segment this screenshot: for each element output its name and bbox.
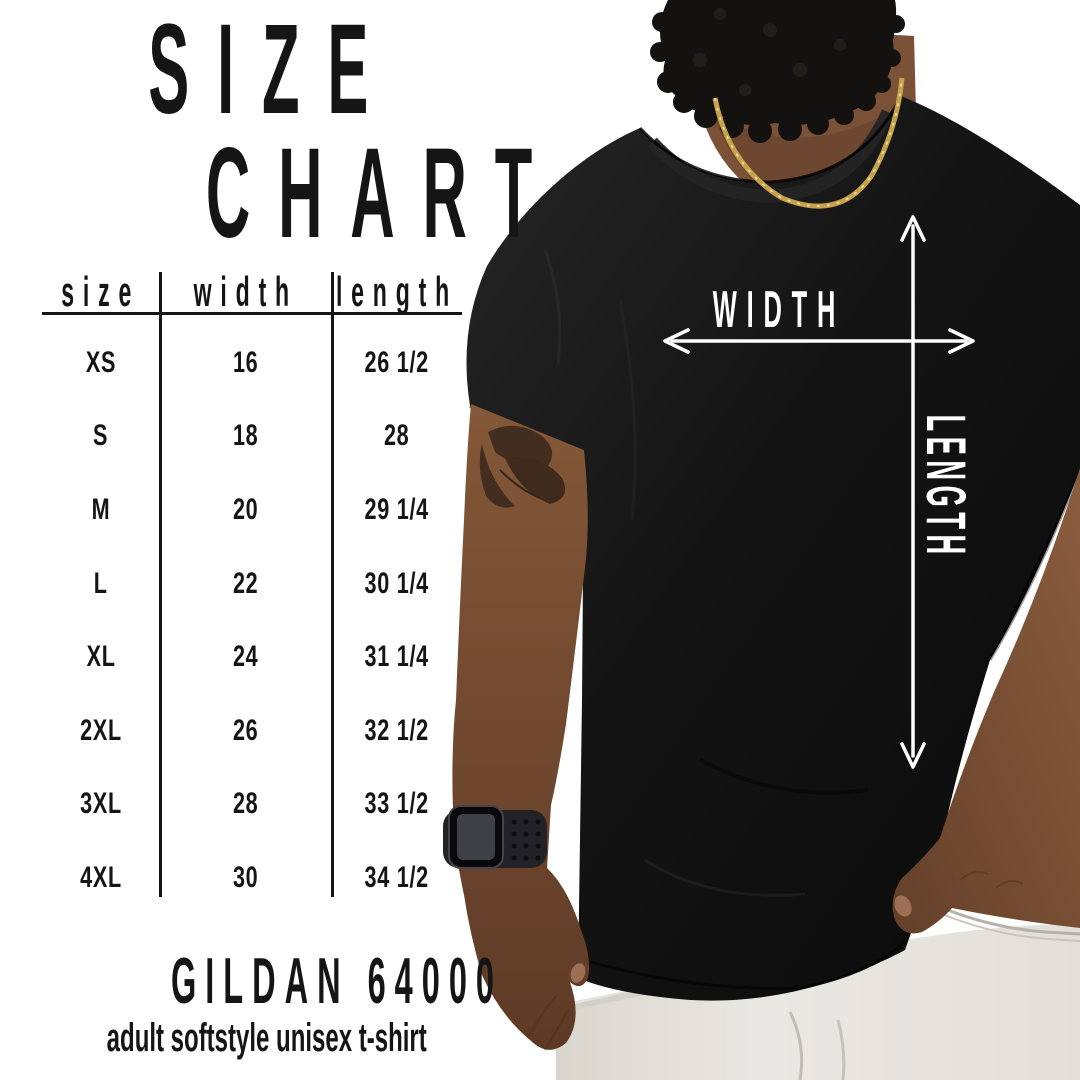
size-table-cell-3xl-length: 33 1/2 (364, 787, 430, 821)
knuckle-crease-1 (959, 871, 989, 881)
length-arrow (900, 215, 926, 769)
arrowhead-right (948, 328, 975, 354)
watch-band-holes (511, 819, 541, 861)
size-table-cell-4xl-size: 4XL (80, 860, 122, 894)
size-table-cell-3xl-size: 3XL (80, 787, 122, 821)
size-table-cell-4xl-length: 34 1/2 (364, 860, 430, 894)
tshirt-fold-1 (618, 299, 637, 521)
page-title: SIZE CHART (14, 0, 532, 258)
right-arm (892, 468, 1080, 934)
size-table-cell-4xl-width: 30 (233, 860, 259, 894)
gold-chain-necklace (712, 77, 905, 209)
width-label: WIDTH (713, 280, 845, 338)
size-table-body: XS 16 26 1/2 S 18 28 M 20 29 1/4 L 22 30 1/4 XL 24 31 … (42, 326, 462, 915)
table-header-underline (42, 312, 462, 315)
width-arrow (663, 328, 975, 354)
tshirt-sleeve-hem-right (988, 469, 1080, 661)
measurement-overlay (663, 215, 975, 769)
header-size: size (61, 268, 141, 315)
title-line-2: CHART (205, 122, 561, 265)
size-table-cell-xs-width: 16 (233, 345, 259, 379)
finger-crease-2 (544, 1009, 569, 1051)
size-table-cell-l-width: 22 (233, 566, 259, 600)
thumbnail-right (894, 895, 912, 917)
size-table-cell-2xl-width: 26 (233, 713, 259, 747)
size-table-cell-3xl-width: 28 (233, 787, 259, 821)
pants-fly-seam-2 (836, 1019, 846, 1080)
size-table-header: size width length (42, 268, 462, 315)
table-divider-1 (159, 272, 162, 897)
size-table-cell-2xl-size: 2XL (80, 713, 122, 747)
finger-crease-1 (527, 995, 557, 1039)
header-length: length (335, 268, 459, 315)
tshirt-fold-3 (644, 858, 806, 897)
tshirt-fold-2 (699, 758, 869, 795)
watch-screen (457, 814, 495, 860)
size-table-cell-m-size: M (91, 492, 111, 526)
product-description: adult softstyle unisex t-shirt (106, 1016, 427, 1060)
knuckle-crease-2 (995, 879, 1024, 889)
size-table-cell-s-size: S (93, 419, 109, 453)
size-table-cell-xs-size: XS (85, 345, 117, 379)
size-table-cell-xs-length: 26 1/2 (364, 345, 430, 379)
pants-pocket-seam-inner (936, 911, 1080, 942)
sport-watch (443, 805, 547, 869)
size-table-cell-m-width: 20 (233, 492, 259, 526)
size-table-cell-l-size: L (94, 566, 108, 600)
pants-fly-seam (788, 1011, 804, 1080)
tshirt-hem-stitch (589, 940, 907, 990)
size-table-cell-l-length: 30 1/4 (364, 566, 430, 600)
tshirt-collar (647, 109, 894, 203)
size-table-cell-m-length: 29 1/4 (364, 492, 430, 526)
size-table-cell-xl-length: 31 1/4 (364, 640, 430, 674)
table-divider-2 (331, 272, 334, 897)
size-table-cell-s-length: 28 (384, 419, 410, 453)
title-line-1: SIZE (148, 0, 397, 141)
thumbnail-left (570, 963, 586, 983)
forearm-tattoo (479, 425, 566, 508)
beard-texture (693, 8, 846, 96)
size-table-cell-xl-width: 24 (233, 640, 259, 674)
arrowhead-down (900, 742, 926, 769)
header-width: width (193, 268, 299, 315)
size-table-cell-s-width: 18 (233, 419, 259, 453)
beard (650, 0, 905, 143)
arrowhead-up (900, 215, 926, 242)
tshirt-neckline (638, 95, 903, 184)
product-name: GILDAN 64000 (170, 944, 503, 1017)
info-panel: SIZE CHART size width length XS 16 26 1/2 S… (0, 0, 532, 1080)
left-arm (443, 404, 590, 1051)
arrowhead-left (663, 328, 690, 354)
size-table-cell-xl-size: XL (86, 640, 116, 674)
length-label: LENGTH (914, 414, 976, 559)
tshirt-fold-4 (543, 249, 562, 366)
size-table-cell-2xl-length: 32 1/2 (364, 713, 430, 747)
